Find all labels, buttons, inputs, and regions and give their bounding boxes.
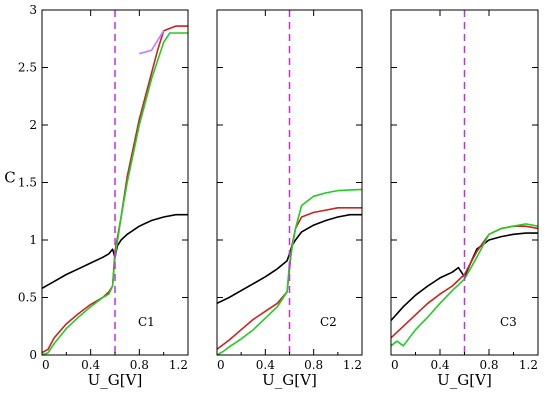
panel-label: C1 (138, 315, 155, 329)
x-tick-label: 1.2 (169, 358, 188, 372)
x-tick-label: 0 (391, 358, 399, 372)
x-tick-label: 0.8 (304, 358, 323, 372)
y-tick-label: 1.5 (18, 176, 37, 190)
x-tick-label: 0.4 (256, 358, 275, 372)
y-tick-label: 0 (29, 348, 37, 362)
series-line-2 (216, 188, 363, 356)
x-tick-label: 0 (217, 358, 225, 372)
y-tick-label: 2.5 (18, 61, 37, 75)
series-line-2 (41, 32, 188, 356)
x-tick-label: 0.8 (479, 358, 498, 372)
x-axis-label: U_G[V] (262, 371, 317, 389)
y-tick-label: 2 (29, 118, 37, 132)
x-tick-label: 0 (42, 358, 50, 372)
series-line-3 (139, 30, 165, 55)
panel-label: C3 (500, 315, 517, 329)
x-axis-label: U_G[V] (88, 371, 143, 389)
series-line-2 (390, 223, 539, 347)
x-tick-label: 0.8 (130, 358, 149, 372)
x-tick-label: 1.2 (519, 358, 538, 372)
panel-c2: 0 0.4 0.8 1.2 U_G[V] C2 (216, 9, 363, 389)
panel-c1: 0 0.4 0.8 1.2 0 0.5 1 1.5 2 2.5 3 C U_G[V] C1 (4, 3, 189, 389)
y-tick-label: 3 (29, 3, 37, 17)
panel-c3: 0 0.4 0.8 1.2 U_G[V] C3 (390, 9, 539, 389)
x-tick-label: 0.4 (430, 358, 449, 372)
y-tick-label: 1 (29, 233, 37, 247)
y-axis-label: C (4, 169, 15, 187)
panel-label: C2 (320, 315, 337, 329)
x-axis-label: U_G[V] (437, 371, 492, 389)
y-tick-label: 0.5 (18, 291, 37, 305)
x-tick-label: 0.4 (81, 358, 100, 372)
x-tick-label: 1.2 (343, 358, 362, 372)
